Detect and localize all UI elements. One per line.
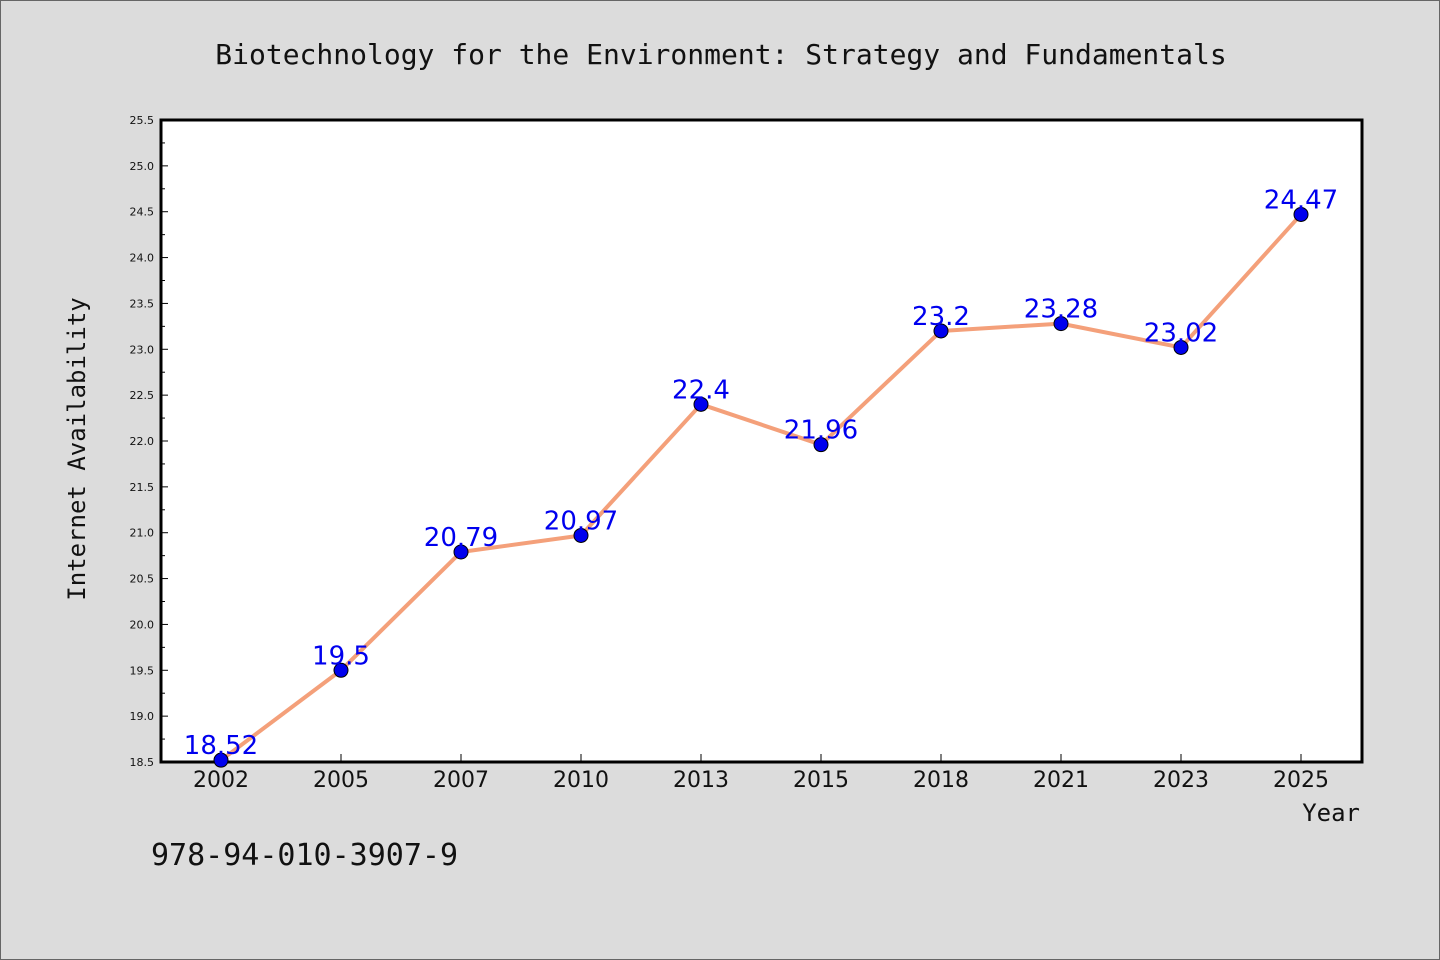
y-tick-label: 24.0 bbox=[130, 252, 155, 265]
y-tick-label: 25.0 bbox=[130, 160, 155, 173]
y-tick-label: 22.0 bbox=[130, 435, 155, 448]
y-axis: 18.5 19.0 19.5 20.0 20.5 21.0 21.5 22.0 22.5 23.0… bbox=[130, 114, 168, 769]
x-tick-label: 2025 bbox=[1273, 768, 1329, 793]
chart-title: Biotechnology for the Environment: Strat… bbox=[215, 38, 1226, 71]
y-axis-label: Internet Availability bbox=[63, 297, 91, 600]
x-tick-label: 2023 bbox=[1153, 768, 1209, 793]
x-axis: 2002 2005 2007 2010 2013 2015 2018 2021 2023 2025 bbox=[193, 754, 1329, 793]
x-tick-label: 2021 bbox=[1033, 768, 1089, 793]
y-tick-label: 22.5 bbox=[130, 389, 155, 402]
data-point bbox=[813, 437, 829, 453]
data-label: 20.79 bbox=[424, 523, 498, 553]
y-tick-label: 21.5 bbox=[130, 481, 155, 494]
y-tick-label: 20.5 bbox=[130, 573, 155, 586]
y-tick-label: 21.0 bbox=[130, 527, 155, 540]
x-tick-label: 2013 bbox=[673, 768, 729, 793]
y-tick-label: 23.0 bbox=[130, 343, 155, 356]
y-tick-label: 19.5 bbox=[130, 664, 155, 677]
x-tick-label: 2005 bbox=[313, 768, 369, 793]
data-label: 23.28 bbox=[1024, 295, 1098, 325]
plot-area bbox=[159, 118, 1364, 764]
y-tick-label: 18.5 bbox=[130, 756, 155, 769]
y-tick-label: 23.5 bbox=[130, 297, 155, 310]
y-tick-label: 25.5 bbox=[130, 114, 155, 127]
data-point bbox=[333, 662, 349, 678]
data-point bbox=[573, 527, 589, 543]
x-tick-label: 2018 bbox=[913, 768, 969, 793]
series-line bbox=[219, 213, 1303, 762]
data-label: 23.02 bbox=[1144, 318, 1218, 348]
isbn-code: 978-94-010-3907-9 bbox=[151, 838, 458, 873]
data-point bbox=[693, 396, 709, 412]
data-point bbox=[933, 323, 949, 339]
x-tick-label: 2002 bbox=[193, 768, 249, 793]
data-label: 20.97 bbox=[544, 506, 618, 536]
data-label: 22.4 bbox=[672, 375, 730, 405]
data-label: 23.2 bbox=[912, 302, 970, 332]
data-label: 18.52 bbox=[184, 731, 258, 761]
y-tick-label: 19.0 bbox=[130, 710, 155, 723]
data-point bbox=[1173, 339, 1189, 355]
data-label: 24.47 bbox=[1264, 185, 1338, 215]
data-label: 21.96 bbox=[784, 416, 858, 446]
data-label: 19.5 bbox=[312, 641, 370, 671]
data-point bbox=[213, 752, 229, 768]
x-tick-label: 2015 bbox=[793, 768, 849, 793]
y-tick-label: 20.0 bbox=[130, 618, 155, 631]
data-point bbox=[1293, 206, 1309, 222]
data-point bbox=[1053, 316, 1069, 332]
x-tick-label: 2010 bbox=[553, 768, 609, 793]
data-point bbox=[453, 544, 469, 560]
y-tick-label: 24.5 bbox=[130, 206, 155, 219]
x-axis-label: Year bbox=[1302, 799, 1360, 827]
series-layer: 18.52 19.5 20.79 20.97 22.4 21.96 23.2 23.28 23.… bbox=[184, 185, 1338, 768]
x-tick-label: 2007 bbox=[433, 768, 489, 793]
